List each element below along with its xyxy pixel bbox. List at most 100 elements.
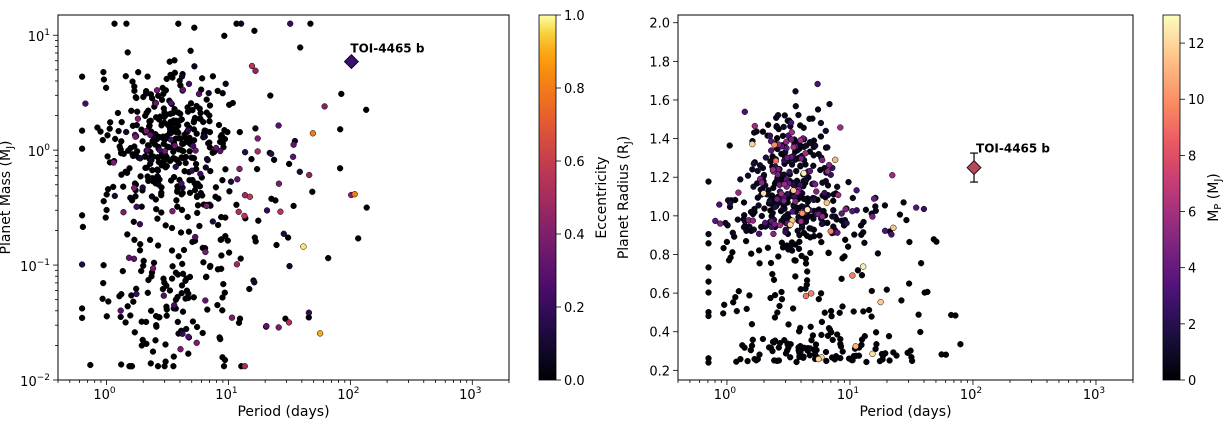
data-point (246, 193, 254, 200)
data-point (214, 301, 221, 309)
data-point (917, 328, 924, 336)
data-point (196, 183, 204, 190)
data-point (787, 119, 795, 126)
data-point (117, 146, 124, 153)
data-point (130, 255, 138, 262)
data-point (823, 357, 830, 365)
data-point (729, 249, 736, 256)
data-point (287, 20, 294, 27)
data-point (755, 247, 763, 254)
data-point (842, 206, 849, 213)
data-point (139, 138, 146, 145)
data-point (824, 144, 831, 151)
data-point (760, 190, 767, 197)
data-point (762, 154, 770, 161)
data-point (747, 208, 755, 216)
colorbar-gradient (1162, 14, 1181, 381)
data-point (870, 195, 878, 202)
data-point (191, 63, 198, 70)
data-point (788, 161, 796, 168)
data-point (178, 116, 185, 123)
colorbar-tick-label: 6 (1188, 206, 1196, 221)
data-point (122, 168, 129, 175)
data-point (900, 199, 907, 206)
data-point (729, 229, 736, 236)
data-point (769, 166, 777, 173)
data-point (869, 350, 876, 357)
colorbar-tick-label: 0.0 (564, 374, 585, 389)
data-point (169, 109, 177, 117)
data-point (837, 124, 844, 131)
data-point (115, 127, 122, 135)
data-point (100, 279, 107, 287)
data-point (751, 355, 758, 363)
data-point (248, 62, 256, 70)
data-point (733, 358, 740, 365)
data-point (817, 133, 825, 140)
y-tick-label: 101 (28, 28, 50, 45)
data-point (705, 278, 712, 285)
data-point (821, 309, 828, 316)
data-point (166, 58, 173, 65)
data-point (825, 249, 832, 256)
colorbar-tick-label: 0.4 (564, 228, 585, 243)
data-point (788, 136, 795, 143)
data-point (160, 158, 167, 166)
data-point (131, 87, 138, 94)
data-point (798, 224, 806, 231)
data-point (855, 352, 863, 359)
data-point (166, 287, 174, 294)
x-tick-label: 100 (93, 386, 116, 403)
data-point (103, 191, 110, 198)
data-point (851, 231, 858, 238)
data-point (789, 208, 796, 215)
data-point (781, 112, 788, 119)
data-point (237, 255, 244, 262)
data-point (137, 241, 144, 248)
data-point (771, 291, 779, 299)
data-point (123, 20, 130, 27)
y-tick-label: 100 (28, 143, 51, 160)
data-point (868, 313, 875, 320)
data-point (218, 236, 225, 243)
data-point (144, 146, 151, 154)
data-point (307, 20, 314, 27)
data-point (163, 312, 170, 319)
data-point (204, 306, 211, 313)
data-point (338, 90, 345, 98)
data-point (844, 243, 852, 250)
data-point (723, 238, 731, 246)
data-point (146, 236, 154, 244)
data-point (286, 262, 293, 270)
data-point (737, 176, 744, 183)
data-point (248, 155, 255, 163)
data-point (162, 222, 169, 229)
data-point (831, 356, 838, 363)
data-point (749, 166, 756, 173)
data-point (776, 302, 783, 310)
data-point (131, 329, 138, 336)
data-point (169, 263, 176, 270)
data-point (796, 231, 803, 239)
data-point (809, 332, 817, 339)
data-point (167, 129, 174, 137)
data-point (169, 74, 176, 81)
data-point (191, 114, 199, 122)
data-point (197, 170, 204, 178)
data-point (220, 363, 228, 370)
data-point (133, 94, 140, 102)
data-point (746, 292, 753, 299)
data-point (756, 260, 763, 267)
data-point (133, 290, 140, 298)
data-point (363, 106, 370, 113)
data-point (778, 190, 785, 197)
data-point (762, 219, 769, 227)
data-point (154, 167, 162, 174)
data-point (147, 360, 154, 367)
data-point (903, 216, 910, 224)
data-point (764, 121, 772, 128)
data-point (110, 159, 117, 166)
data-point (825, 161, 833, 169)
data-point (795, 347, 802, 354)
data-point (791, 257, 798, 264)
